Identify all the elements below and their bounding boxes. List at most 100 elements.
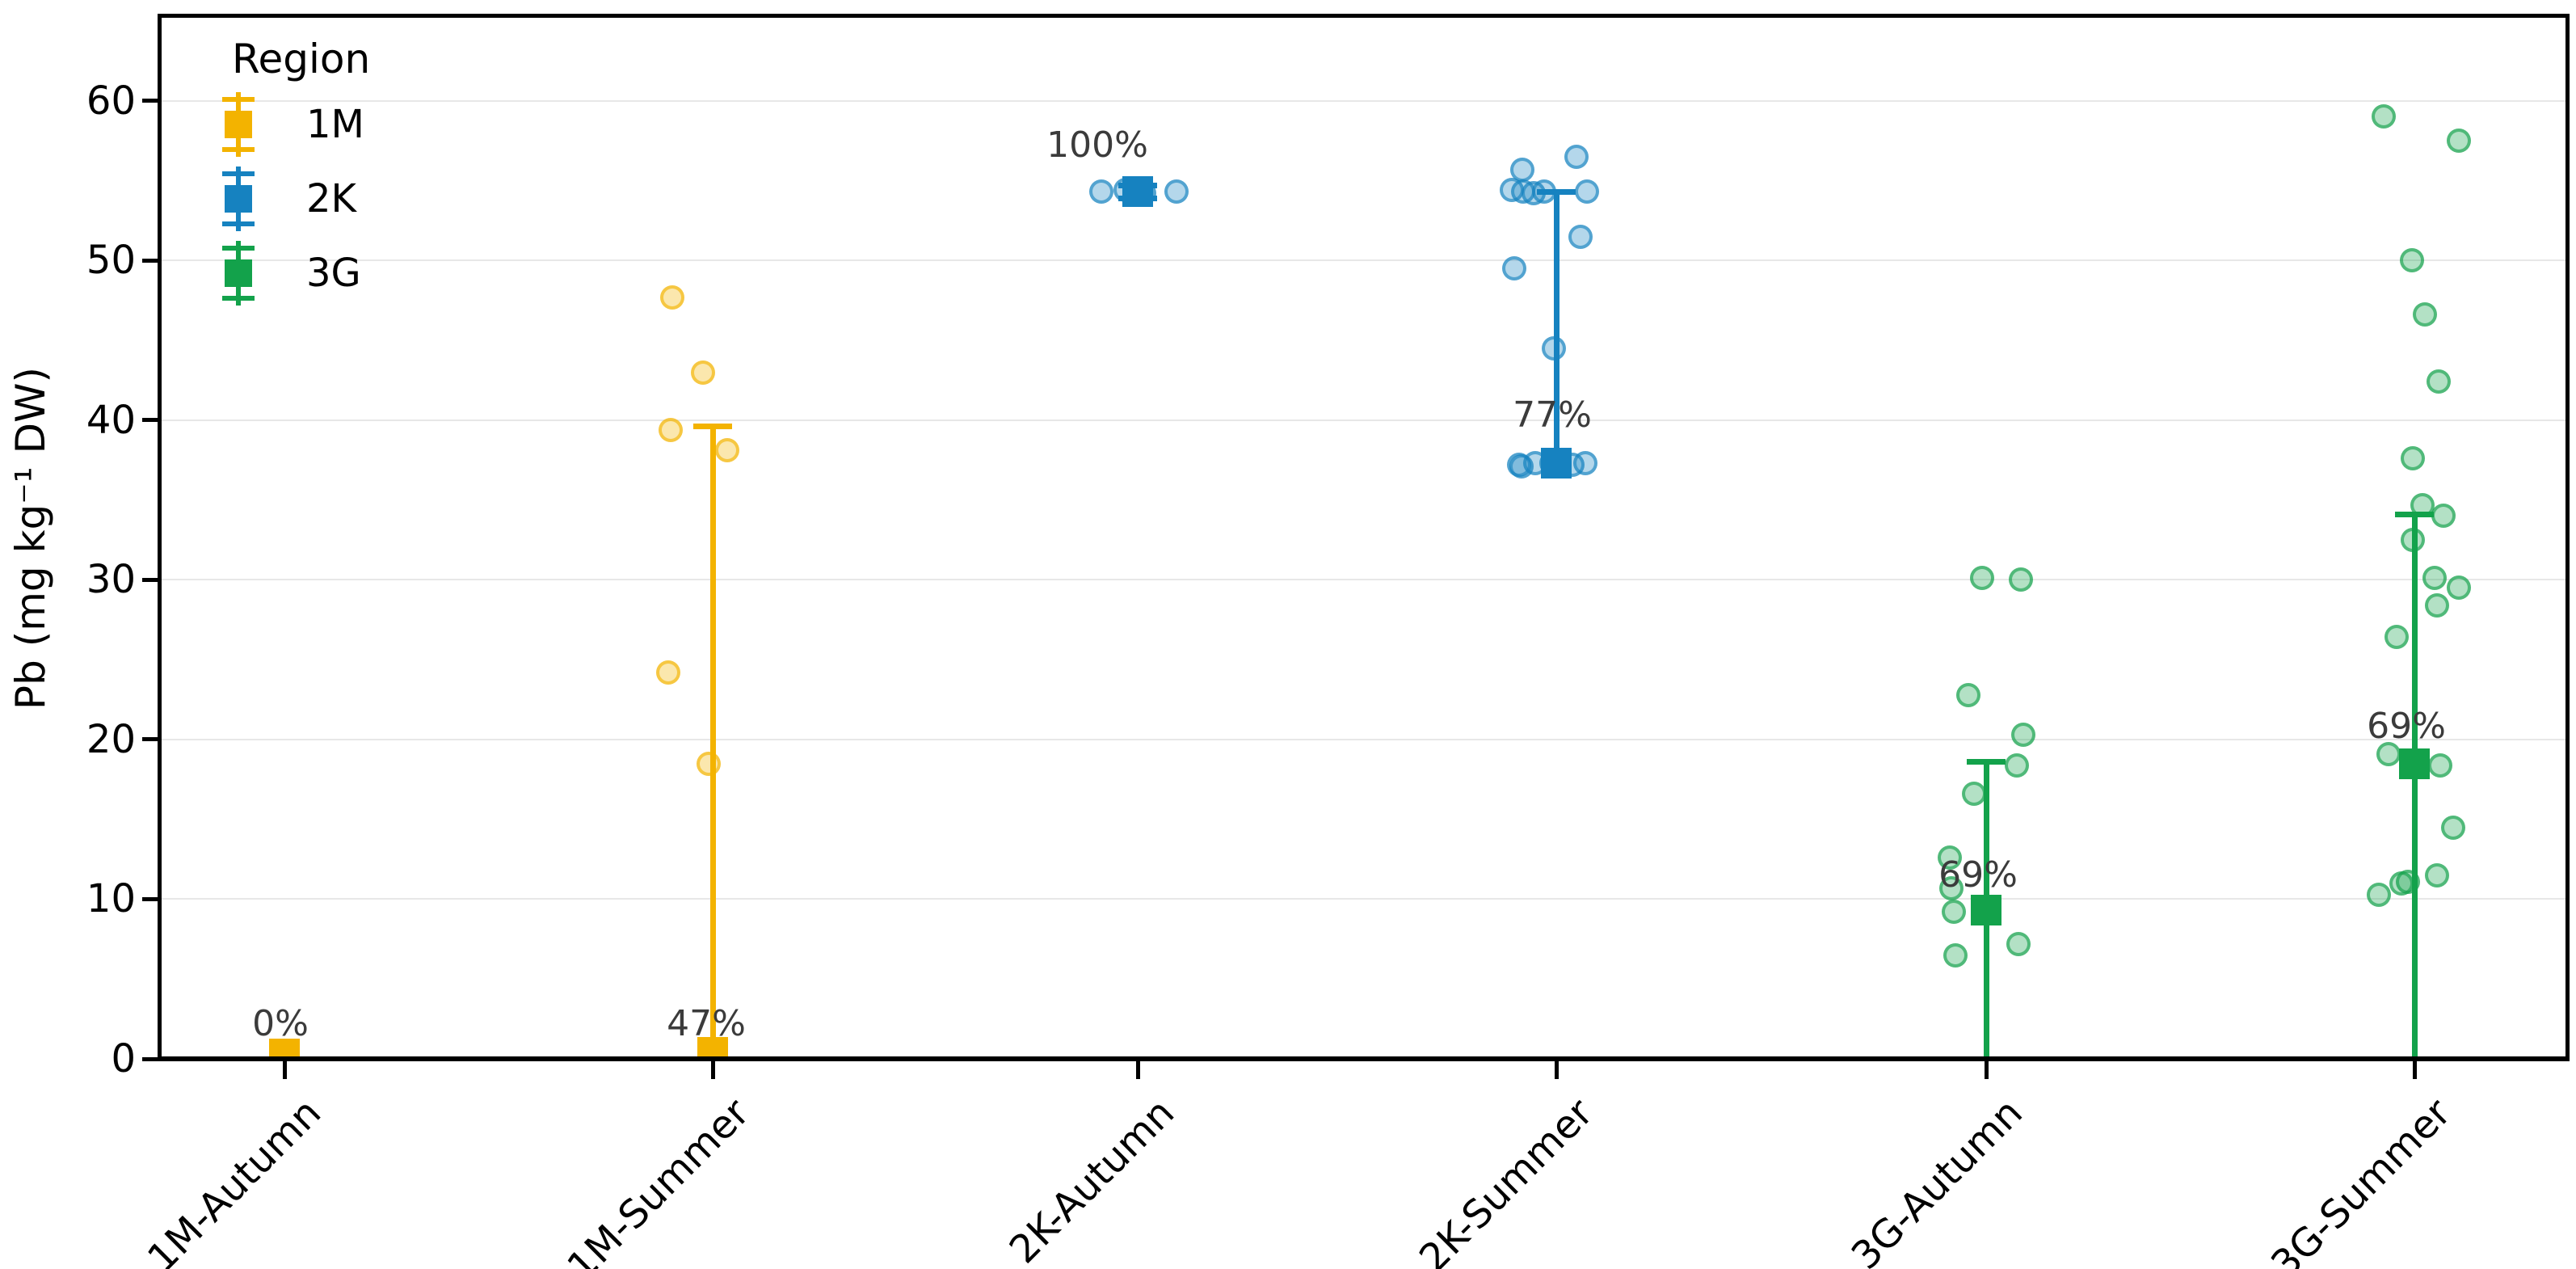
right-spine [2565,14,2570,1061]
y-tick-label: 60 [86,78,136,124]
scatter-point [1502,256,1526,281]
error-whisker [2411,514,2418,1059]
percent-label: 69% [2367,706,2446,748]
median-marker [2399,748,2430,779]
x-tick [1554,1061,1559,1079]
y-tick [142,737,162,742]
scatter-point [2425,862,2449,887]
y-tick [142,99,162,103]
median-marker [697,1037,728,1059]
gridline-y20 [162,738,2565,740]
scatter-point [2384,625,2409,650]
percent-label: 77% [1513,394,1592,436]
scatter-point [1942,900,1966,925]
percent-label: 69% [1938,854,2018,896]
scatter-point [2428,753,2452,778]
scatter-point [1970,566,1994,591]
y-tick [142,896,162,901]
legend: Region 1M 2K [214,36,370,306]
errorbar-marker-icon [221,241,256,306]
x-tick [710,1061,715,1079]
scatter-point [2441,815,2465,840]
percent-label: 100% [1046,124,1148,167]
legend-item-1M: 1M [214,92,370,157]
scatter-point [1089,179,1113,204]
percent-label: 47% [667,1002,746,1044]
scatter-point [2009,567,2033,592]
error-whisker [1553,192,1559,464]
scatter-point [697,751,721,776]
scatter-point [660,285,684,310]
y-tick [142,258,162,263]
error-cap-top [1537,188,1576,195]
scatter-point [1564,144,1589,169]
x-tick [1984,1061,1989,1079]
y-tick-label: 0 [111,1036,136,1081]
gridline-y10 [162,898,2565,900]
y-tick [142,1056,162,1061]
median-marker [1971,895,2001,926]
scatter-point [2367,882,2391,907]
scatter-point [2425,592,2449,618]
gridline-y40 [162,419,2565,421]
legend-title: Region [232,36,371,82]
scatter-point [2400,248,2424,273]
y-tick-label: 20 [86,716,136,762]
scatter-point [2427,369,2451,394]
x-tick-label: 2K-Autumn [1000,1090,1184,1269]
scatter-point [2401,446,2425,471]
x-tick [282,1061,287,1079]
error-cap-top [2395,511,2434,517]
scatter-point [2372,104,2396,129]
scatter-point [1962,782,1986,807]
x-tick [1135,1061,1140,1079]
x-tick-label: 1M-Summer [558,1090,759,1269]
y-tick-label: 30 [86,557,136,603]
y-tick-label: 40 [86,397,136,443]
scatter-point [1164,179,1189,204]
scatter-point [1938,845,1962,871]
x-tick-label: 1M-Autumn [139,1090,330,1269]
x-tick [2412,1061,2417,1079]
scatter-point [2422,566,2447,591]
legend-item-3G: 3G [214,241,370,306]
gridline-y30 [162,579,2565,581]
scatter-point [1573,451,1597,476]
error-cap-top [693,424,732,430]
errorbar-marker-icon [221,92,256,157]
plot-area: 0% 47% 100% 77% 69% 69% [162,18,2565,1059]
scatter-point [656,660,680,685]
gridline-y50 [162,259,2565,262]
scatter-point [691,360,715,385]
y-axis-label: Pb (mg kg⁻¹ DW) [7,366,54,710]
legend-item-label: 1M [306,102,364,147]
scatter-point [2389,871,2414,896]
x-tick-label: 3G-Autumn [1843,1090,2032,1269]
scatter-point [2011,722,2035,747]
scatter-point [1575,179,1599,204]
bottom-spine [158,1056,2570,1061]
x-tick-label: 2K-Summer [1411,1090,1602,1269]
legend-item-2K: 2K [214,167,370,231]
scatter-point [2431,504,2456,529]
scatter-point [1939,875,1964,900]
y-tick-label: 50 [86,238,136,284]
legend-item-label: 2K [306,176,357,221]
top-spine [158,14,2570,18]
scatter-point [1956,682,1980,707]
scatter-point [715,438,739,463]
y-tick [142,577,162,582]
percent-label: 0% [252,1002,309,1044]
scatter-point [659,417,683,442]
scatter-point [2447,575,2471,601]
errorbar-marker-icon [221,167,256,231]
legend-item-label: 3G [306,251,361,296]
y-tick [142,418,162,423]
scatter-point [1568,224,1593,249]
error-whisker [709,426,716,1053]
scatter-point [1943,942,1968,968]
x-tick-label: 3G-Summer [2262,1090,2460,1269]
median-marker [1541,448,1572,479]
error-cap-top [1967,759,2006,765]
